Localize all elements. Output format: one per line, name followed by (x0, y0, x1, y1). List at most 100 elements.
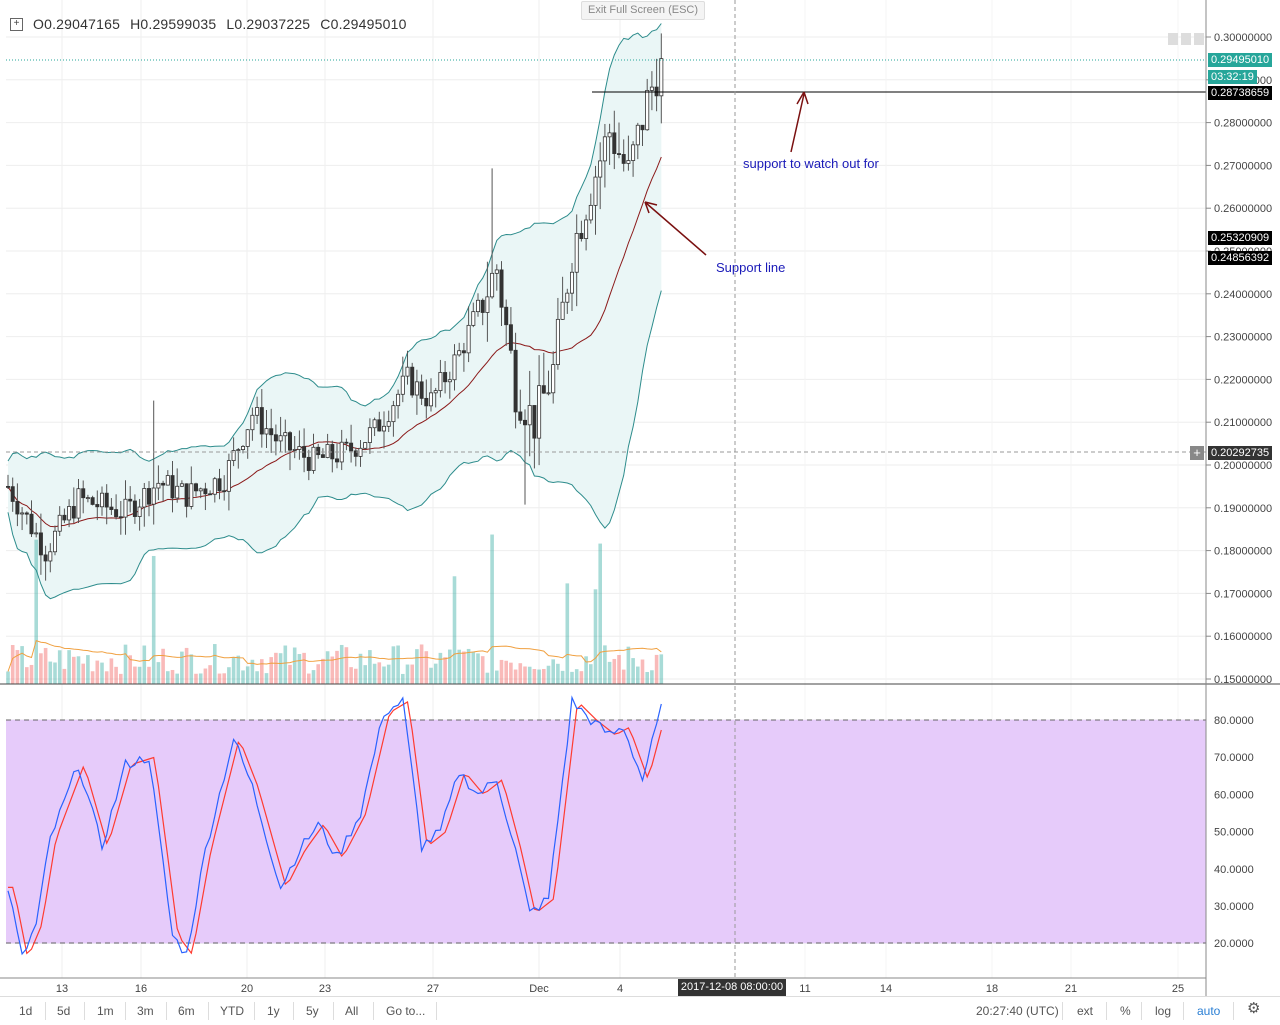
stoch-axis-label: 20.0000 (1214, 938, 1254, 950)
volume-bar (307, 673, 311, 684)
range-3m-button[interactable]: 3m (137, 1004, 154, 1018)
stoch-axis-label: 80.0000 (1214, 715, 1254, 727)
volume-bar (382, 666, 386, 684)
arrow-head-icon (796, 91, 809, 105)
volume-bar (659, 654, 664, 684)
volume-bar (109, 658, 114, 684)
utc-clock[interactable]: 20:27:40 (UTC) (976, 1004, 1059, 1018)
candle-body (269, 428, 274, 436)
price-axis-label: 0.30000000 (1214, 32, 1272, 44)
price-chart[interactable]: 0.300000000.290000000.280000000.27000000… (0, 0, 1280, 996)
bollinger-lower-line (7, 290, 662, 600)
candle-body (325, 444, 330, 458)
price-axis[interactable]: 0.300000000.290000000.280000000.27000000… (1206, 32, 1272, 686)
candle-body (170, 475, 175, 499)
candle-body (513, 349, 518, 413)
ohlc-high: H0.29599035 (130, 16, 217, 32)
pane-up-icon[interactable] (1168, 33, 1178, 45)
volume-bar (354, 668, 358, 684)
candle-body (15, 501, 20, 515)
volume-bar (100, 662, 104, 684)
arrow-support-line[interactable] (645, 202, 707, 256)
volume-bar (654, 654, 659, 684)
gear-icon[interactable]: ⚙ (1247, 1000, 1261, 1017)
time-axis[interactable]: 13 16 20 23 27 Dec 4 11 14 18 21 25 (56, 983, 1184, 995)
stoch-axis[interactable]: 80.0000 70.0000 60.0000 50.0000 40.0000 30.00… (1214, 715, 1254, 950)
volume-bar (133, 666, 137, 684)
price-axis-label: 0.27000000 (1214, 160, 1272, 172)
pane-controls[interactable] (1168, 33, 1204, 45)
volume-bar (184, 647, 189, 684)
range-all-button[interactable]: All (345, 1004, 359, 1018)
range-5y-button[interactable]: 5y (306, 1004, 319, 1018)
candle-body (433, 390, 438, 394)
candle-body (353, 450, 358, 457)
arrow-support-watch[interactable] (790, 93, 805, 153)
volume-bar (556, 663, 560, 684)
exit-fullscreen-button[interactable]: Exit Full Screen (ESC) (581, 1, 706, 20)
volume-bar (95, 660, 100, 684)
range-6m-button[interactable]: 6m (178, 1004, 195, 1018)
volume-bar (617, 655, 621, 684)
price-axis-label: 0.20000000 (1214, 460, 1272, 472)
volume-bar (72, 656, 76, 684)
volume-bar (485, 672, 490, 684)
volume-bar (452, 576, 457, 684)
range-1y-button[interactable]: 1y (267, 1004, 280, 1018)
volume-bar (443, 657, 447, 684)
volume-bar (151, 555, 156, 684)
auto-toggle[interactable]: auto (1197, 1004, 1221, 1018)
range-1d-button[interactable]: 1d (19, 1004, 33, 1018)
volume-bar (241, 670, 245, 684)
annotation-support-watch[interactable]: support to watch out for (743, 156, 879, 171)
pane-maximize-icon[interactable] (1181, 33, 1191, 45)
candle-body (179, 483, 184, 487)
percent-toggle[interactable]: % (1120, 1004, 1131, 1018)
annotation-support-line[interactable]: Support line (716, 260, 786, 275)
volume-bar (316, 664, 320, 684)
time-axis-label: 23 (319, 983, 331, 995)
candle-body (250, 414, 255, 431)
range-ytd-button[interactable]: YTD (220, 1004, 244, 1018)
volume-bar (128, 655, 132, 684)
price-axis-label: 0.26000000 (1214, 203, 1272, 215)
candle-body (405, 366, 410, 377)
candle-body (490, 272, 495, 298)
ohlc-close: C0.29495010 (320, 16, 407, 32)
volume-bar (335, 650, 339, 684)
volume-bar (264, 673, 269, 684)
plus-square-icon[interactable]: + (10, 17, 23, 31)
volume-bar (339, 644, 344, 684)
volume-bar (396, 645, 400, 684)
candle-body (24, 512, 29, 515)
candle-body (485, 296, 490, 313)
candle-body (377, 419, 382, 432)
candle-body (565, 292, 570, 303)
volume-bar (415, 649, 419, 684)
candle-body (457, 350, 462, 356)
range-1m-button[interactable]: 1m (97, 1004, 114, 1018)
candle-body (161, 482, 166, 486)
candle-body (414, 381, 419, 396)
candle-body (428, 392, 433, 407)
volume-bar (626, 646, 631, 684)
candle-body (508, 324, 513, 351)
price-axis-label: 0.15000000 (1214, 674, 1272, 686)
volume-bar (621, 669, 626, 684)
price-axis-label: 0.23000000 (1214, 332, 1272, 344)
range-5d-button[interactable]: 5d (57, 1004, 71, 1018)
ext-toggle[interactable]: ext (1077, 1004, 1094, 1018)
candle-body (203, 488, 208, 495)
volume-bar (457, 649, 461, 684)
bollinger-upper-line (7, 23, 662, 462)
log-toggle[interactable]: log (1155, 1004, 1172, 1018)
volume-bar (579, 671, 584, 684)
candle-body (175, 485, 180, 499)
volume-bar (433, 663, 438, 684)
pane-close-icon[interactable] (1194, 33, 1204, 45)
candle-body (6, 485, 11, 488)
add-alert-plus-icon[interactable]: + (1190, 446, 1204, 460)
price-axis-label: 0.18000000 (1214, 546, 1272, 558)
goto-button[interactable]: Go to... (386, 1004, 426, 1018)
volume-bar (6, 671, 10, 684)
